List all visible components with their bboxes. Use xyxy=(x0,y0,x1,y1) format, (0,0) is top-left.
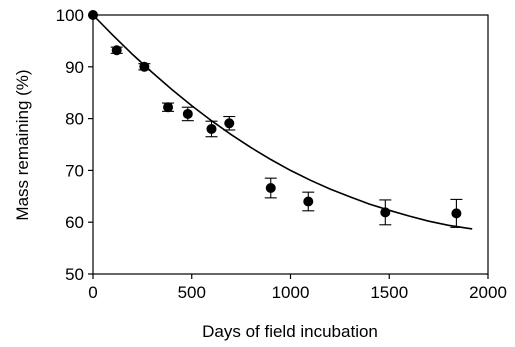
data-point xyxy=(88,10,98,20)
data-point xyxy=(205,120,218,138)
data-point-marker xyxy=(303,196,314,207)
data-point xyxy=(450,198,463,228)
y-tick-label: 90 xyxy=(65,58,84,77)
data-point xyxy=(264,177,277,199)
x-tick-label: 500 xyxy=(178,283,206,302)
axes-layer: 0 500 1000 1500 2000 50 60 70 80 90 100 xyxy=(56,6,507,302)
y-axis-title: Mass remaining (%) xyxy=(13,69,32,220)
data-point-marker xyxy=(224,118,235,129)
y-tick-label: 100 xyxy=(56,6,84,25)
data-point xyxy=(302,191,315,212)
data-point xyxy=(379,199,392,226)
plot-frame xyxy=(92,14,489,275)
fit-line-layer xyxy=(92,14,473,230)
data-point-marker xyxy=(380,207,391,218)
y-tick-label: 50 xyxy=(65,265,84,284)
data-point-marker xyxy=(451,208,462,219)
y-tick-label: 60 xyxy=(65,213,84,232)
data-point-marker xyxy=(163,102,174,113)
fit-curve-line xyxy=(92,14,473,230)
data-point xyxy=(162,102,175,113)
data-point-marker xyxy=(111,45,122,56)
data-point-marker xyxy=(182,108,193,119)
y-tick-label: 80 xyxy=(65,110,84,129)
x-tick-label: 2000 xyxy=(469,283,507,302)
data-point-marker xyxy=(88,10,98,20)
data-point xyxy=(223,115,236,131)
data-point-marker xyxy=(139,61,150,72)
data-point xyxy=(110,45,123,56)
x-axis-title: Days of field incubation xyxy=(202,322,378,341)
x-tick-label: 0 xyxy=(88,283,97,302)
x-tick-label: 1500 xyxy=(370,283,408,302)
data-points-layer xyxy=(88,10,463,228)
x-tick-label: 1000 xyxy=(272,283,310,302)
y-tick-label: 70 xyxy=(65,161,84,180)
data-point xyxy=(138,61,151,72)
data-point xyxy=(181,106,194,122)
data-point-marker xyxy=(265,183,276,194)
data-point-marker xyxy=(206,123,217,134)
